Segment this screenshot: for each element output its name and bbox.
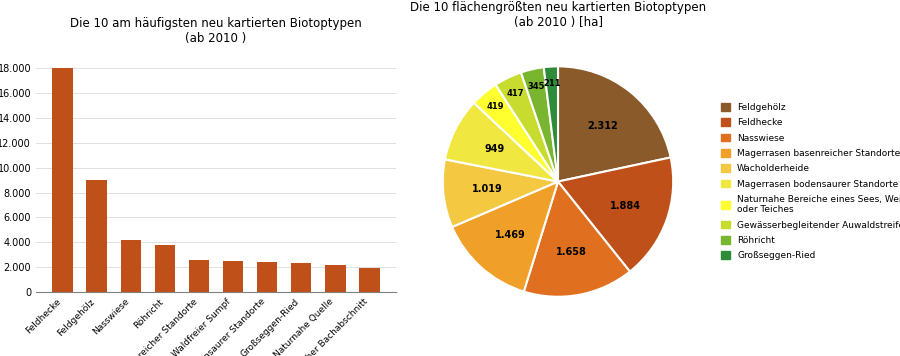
- Text: 949: 949: [484, 144, 505, 154]
- Text: 1.019: 1.019: [472, 184, 502, 194]
- Bar: [359, 268, 380, 292]
- Bar: [86, 180, 107, 292]
- Wedge shape: [443, 159, 558, 227]
- Bar: [325, 265, 346, 292]
- Wedge shape: [445, 103, 558, 182]
- Bar: [121, 240, 141, 292]
- Text: 419: 419: [487, 102, 504, 111]
- Wedge shape: [452, 182, 558, 292]
- Legend: Feldgehölz, Feldhecke, Nasswiese, Magerrasen basenreicher Standorte, Wacholderhe: Feldgehölz, Feldhecke, Nasswiese, Magerr…: [721, 103, 900, 260]
- Title: Die 10 flächengrößten neu kartierten Biotoptypen
(ab 2010 ) [ha]: Die 10 flächengrößten neu kartierten Bio…: [410, 1, 706, 30]
- Text: 345: 345: [527, 82, 544, 91]
- Wedge shape: [558, 66, 670, 182]
- Text: 417: 417: [507, 89, 524, 98]
- Bar: [189, 260, 209, 292]
- Text: 2.312: 2.312: [588, 121, 618, 131]
- Bar: [52, 68, 73, 292]
- Text: 1.884: 1.884: [610, 200, 641, 211]
- Bar: [256, 262, 277, 292]
- Wedge shape: [521, 67, 558, 182]
- Bar: [291, 263, 311, 292]
- Title: Die 10 am häufigsten neu kartierten Biotoptypen
(ab 2010 ): Die 10 am häufigsten neu kartierten Biot…: [70, 16, 362, 44]
- Wedge shape: [558, 157, 673, 272]
- Bar: [155, 245, 176, 292]
- Wedge shape: [524, 182, 630, 297]
- Bar: [223, 261, 243, 292]
- Wedge shape: [496, 73, 558, 182]
- Text: 1.469: 1.469: [495, 230, 526, 240]
- Wedge shape: [544, 66, 558, 182]
- Wedge shape: [474, 85, 558, 182]
- Text: 211: 211: [543, 79, 561, 88]
- Text: 1.658: 1.658: [556, 247, 587, 257]
